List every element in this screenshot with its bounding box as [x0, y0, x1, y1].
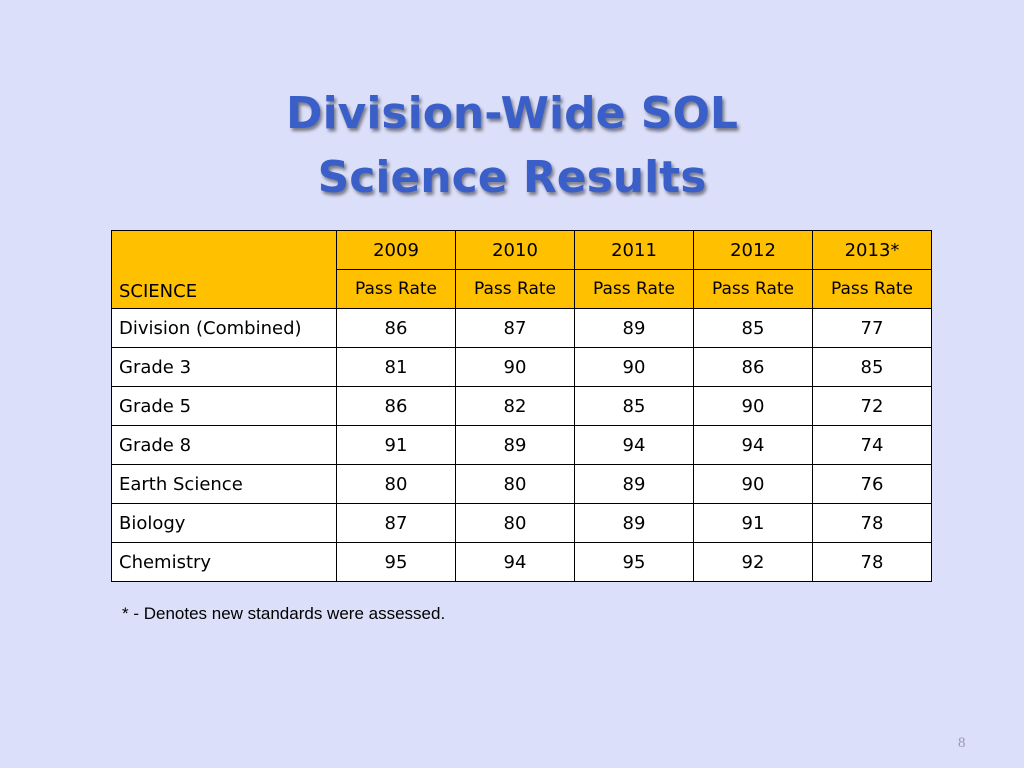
table-cell: 94 [455, 542, 575, 582]
pass-rate-header: Pass Rate [693, 269, 813, 309]
table-cell: 90 [693, 386, 813, 426]
science-results-table: SCIENCE 2009 2010 2011 2012 2013* Pass R… [111, 230, 932, 582]
table-cell: 89 [574, 308, 694, 348]
table-row: Earth Science 80 80 89 90 76 [111, 464, 932, 504]
table-year-header-row: SCIENCE 2009 2010 2011 2012 2013* [111, 230, 932, 309]
table-cell: 87 [455, 308, 575, 348]
row-label: Grade 3 [111, 347, 337, 387]
table-cell: 80 [455, 503, 575, 543]
table-cell: 85 [693, 308, 813, 348]
table-cell: 91 [336, 425, 456, 465]
page-number: 8 [958, 735, 966, 751]
table-cell: 82 [455, 386, 575, 426]
pass-rate-header: Pass Rate [574, 269, 694, 309]
table-cell: 95 [574, 542, 694, 582]
table-cell: 80 [455, 464, 575, 504]
table-row: Chemistry 95 94 95 92 78 [111, 542, 932, 582]
table-cell: 91 [693, 503, 813, 543]
table-row: Grade 5 86 82 85 90 72 [111, 386, 932, 426]
year-header-2010: 2010 [455, 230, 575, 270]
table-cell: 74 [812, 425, 932, 465]
table-cell: 85 [812, 347, 932, 387]
table-row: Division (Combined) 86 87 89 85 77 [111, 308, 932, 348]
table-cell: 89 [574, 503, 694, 543]
table-cell: 86 [336, 386, 456, 426]
table-cell: 72 [812, 386, 932, 426]
table-cell: 90 [574, 347, 694, 387]
slide-title-line-1: Division-Wide SOL [286, 88, 738, 139]
table-cell: 78 [812, 503, 932, 543]
table-row: Grade 3 81 90 90 86 85 [111, 347, 932, 387]
year-header-2009: 2009 [336, 230, 456, 270]
pass-rate-header: Pass Rate [455, 269, 575, 309]
pass-rate-header: Pass Rate [812, 269, 932, 309]
year-header-2013: 2013* [812, 230, 932, 270]
footnote: * - Denotes new standards were assessed. [122, 604, 446, 623]
row-label: Chemistry [111, 542, 337, 582]
table-cell: 89 [455, 425, 575, 465]
table-cell: 76 [812, 464, 932, 504]
table-cell: 77 [812, 308, 932, 348]
pass-rate-header: Pass Rate [336, 269, 456, 309]
slide-title: Division-Wide SOL Science Results [0, 82, 1024, 210]
table-cell: 86 [336, 308, 456, 348]
table-subheader-row: Pass Rate Pass Rate Pass Rate Pass Rate … [112, 269, 932, 309]
row-label: Grade 5 [111, 386, 337, 426]
row-label: Earth Science [111, 464, 337, 504]
table-cell: 94 [574, 425, 694, 465]
table-cell: 85 [574, 386, 694, 426]
table-cell: 95 [336, 542, 456, 582]
table-cell: 90 [455, 347, 575, 387]
row-label: Grade 8 [111, 425, 337, 465]
table-row: Biology 87 80 89 91 78 [111, 503, 932, 543]
table-cell: 86 [693, 347, 813, 387]
year-header-2012: 2012 [693, 230, 813, 270]
table-cell: 87 [336, 503, 456, 543]
table-corner-label: SCIENCE [111, 230, 337, 309]
table-cell: 92 [693, 542, 813, 582]
table-row: Grade 8 91 89 94 94 74 [111, 425, 932, 465]
slide-title-line-2: Science Results [317, 152, 707, 203]
table-cell: 81 [336, 347, 456, 387]
table-cell: 89 [574, 464, 694, 504]
table-cell: 94 [693, 425, 813, 465]
year-header-2011: 2011 [574, 230, 694, 270]
table-cell: 78 [812, 542, 932, 582]
table-cell: 80 [336, 464, 456, 504]
row-label: Division (Combined) [111, 308, 337, 348]
row-label: Biology [111, 503, 337, 543]
table-cell: 90 [693, 464, 813, 504]
